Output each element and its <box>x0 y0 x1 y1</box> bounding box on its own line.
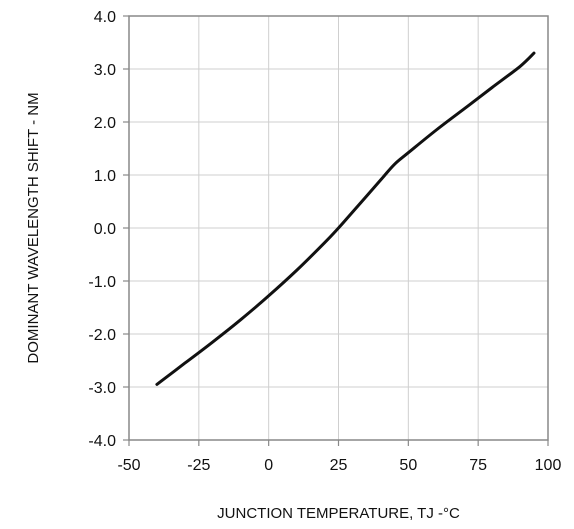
y-axis-title: DOMINANT WAVELENGTH SHIFT - NM <box>25 92 42 363</box>
y-tick-label: 1.0 <box>94 168 116 185</box>
y-tick-label: 2.0 <box>94 115 116 132</box>
y-tick-label: 3.0 <box>94 62 116 79</box>
x-tick-label: -50 <box>117 457 140 474</box>
x-tick-label: 25 <box>330 457 348 474</box>
x-axis-title: JUNCTION TEMPERATURE, TJ -°C <box>217 505 460 522</box>
y-tick-label: -4.0 <box>88 433 116 450</box>
y-tick-label: -2.0 <box>88 327 116 344</box>
x-tick-label: 50 <box>399 457 417 474</box>
y-axis-ticks: 4.0 3.0 2.0 1.0 0.0 -1.0 -2.0 -3.0 -4.0 <box>88 9 129 450</box>
series-line <box>155 51 536 386</box>
y-tick-label: 0.0 <box>94 221 116 238</box>
x-tick-label: 0 <box>264 457 273 474</box>
x-tick-label: -25 <box>187 457 210 474</box>
x-tick-label: 75 <box>469 457 487 474</box>
y-tick-label: -1.0 <box>88 274 116 291</box>
x-tick-label: 100 <box>535 457 562 474</box>
series-layer <box>155 51 536 386</box>
y-tick-label: -3.0 <box>88 380 116 397</box>
x-axis-ticks: -50 -25 0 25 50 75 100 <box>117 440 561 474</box>
y-tick-label: 4.0 <box>94 9 116 26</box>
